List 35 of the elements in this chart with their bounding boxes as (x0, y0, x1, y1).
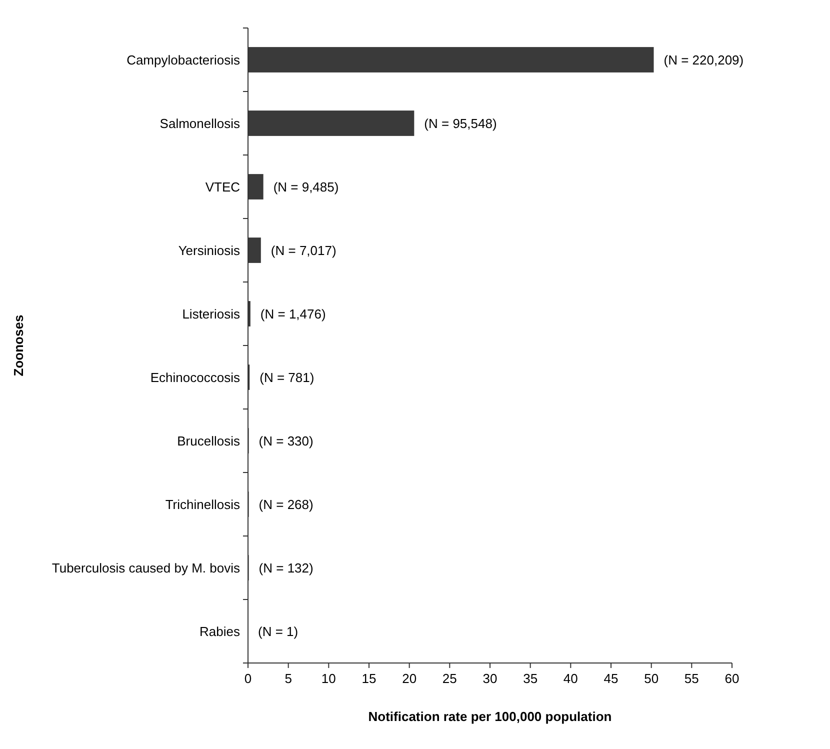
x-tick-label: 30 (482, 671, 498, 686)
annotation: (N = 7,017) (270, 242, 336, 258)
y-tick-label: Tuberculosis caused by M. bovis (52, 560, 240, 576)
annotation: (N = 132) (258, 560, 314, 576)
annotation: (N = 781) (260, 370, 314, 385)
x-tick-label: 35 (523, 671, 538, 686)
x-tick-label: 5 (284, 671, 292, 686)
y-tick-label: Trichinellosis (165, 496, 240, 512)
x-tick-label: 15 (362, 671, 376, 686)
x-tick-label: 50 (644, 671, 659, 686)
annotation: (N = 1) (258, 624, 298, 639)
y-axis-title: Zoonoses (11, 314, 26, 376)
y-tick-label: Brucellosis (177, 433, 240, 448)
y-tick-label: Listeriosis (182, 306, 240, 322)
y-tick-label: Campylobacteriosis (126, 52, 240, 68)
annotation: (N = 330) (258, 433, 314, 448)
annotation: (N = 95,548) (424, 116, 497, 131)
x-tick-label: 40 (563, 671, 578, 686)
x-tick-label: 45 (604, 671, 618, 686)
x-tick-label: 10 (321, 671, 336, 686)
x-axis-title: Notification rate per 100,000 population (368, 709, 612, 724)
annotation: (N = 9,485) (273, 179, 339, 194)
y-tick-label: Salmonellosis (160, 116, 240, 131)
y-tick-label: Yersiniosis (178, 242, 240, 258)
annotation: (N = 220,209) (664, 52, 744, 68)
annotation: (N = 268) (258, 496, 314, 512)
x-tick-label: 55 (684, 671, 699, 686)
x-tick-label: 60 (724, 671, 740, 686)
x-tick-label: 0 (244, 671, 252, 686)
y-tick-label: Echinococcosis (150, 370, 240, 385)
y-tick-label: Rabies (200, 624, 240, 639)
x-tick-label: 25 (442, 671, 457, 686)
annotation: (N = 1,476) (260, 306, 326, 322)
y-tick-label: VTEC (205, 179, 240, 194)
x-tick-label: 20 (402, 671, 417, 686)
